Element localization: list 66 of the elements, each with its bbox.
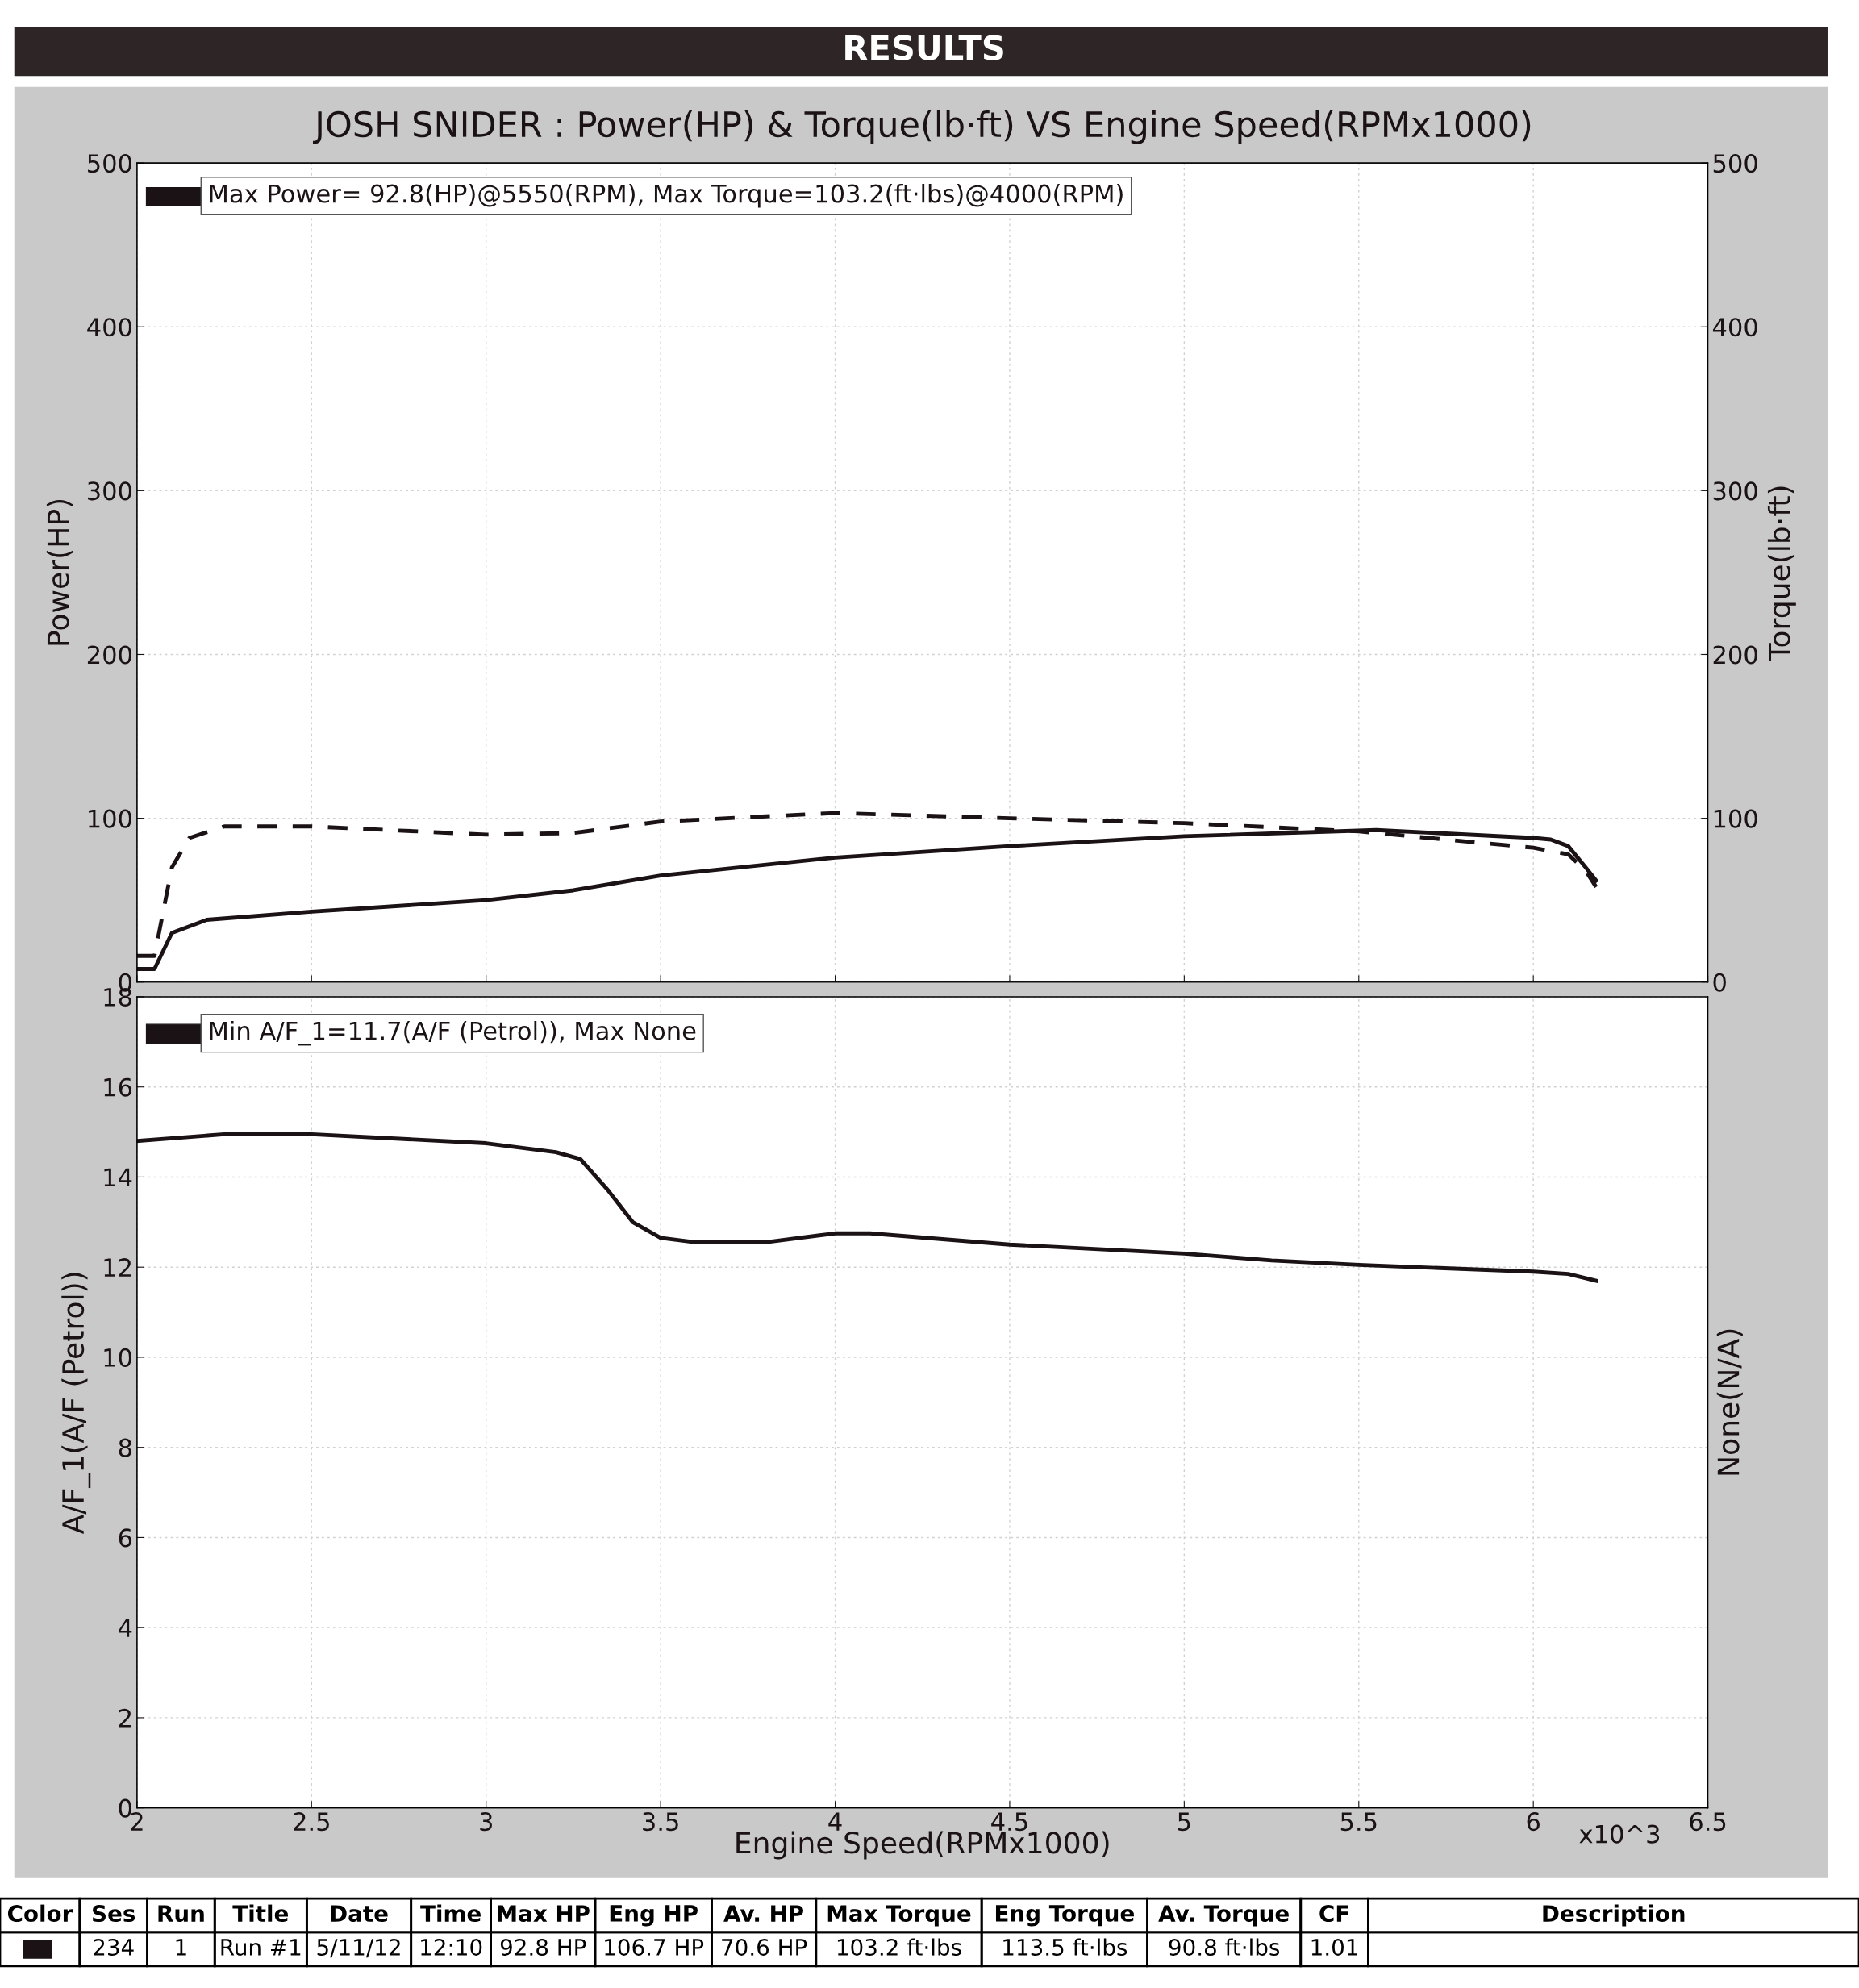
y-axis-title: Power(HP) xyxy=(46,499,73,645)
text: Date xyxy=(331,1905,388,1923)
text: Av. Torque xyxy=(1158,1905,1289,1927)
text: Av. HP xyxy=(723,1905,804,1922)
y-tick-label: 300 xyxy=(88,481,131,501)
x-tick-label: 6.5 xyxy=(1690,1812,1726,1832)
y2-axis-title: Torque(lb·ft) xyxy=(1767,486,1796,661)
text: 1.01 xyxy=(1311,1938,1357,1956)
x-tick-label: 5.5 xyxy=(1340,1812,1377,1832)
y-axis-title: A/F_1(A/F (Petrol)) xyxy=(61,1273,91,1535)
y-tick-label: 4 xyxy=(119,1619,132,1637)
y-tick-label: 100 xyxy=(89,809,131,828)
text: 92.8 HP xyxy=(500,1938,586,1956)
y-tick-label: 16 xyxy=(104,1077,132,1097)
text: Max Torque xyxy=(827,1905,971,1927)
y2-tick-label: 400 xyxy=(1712,318,1757,337)
text: Run #1 xyxy=(221,1939,301,1956)
text: 234 xyxy=(94,1938,134,1956)
text: 70.6 HP xyxy=(722,1938,807,1956)
text: 5/11/12 xyxy=(317,1938,400,1958)
y-tick-label: 8 xyxy=(119,1438,131,1457)
y-tick-label: 14 xyxy=(104,1168,132,1187)
x-axis-title: Engine Speed(RPMx1000) xyxy=(736,1831,1109,1860)
y2-tick-label: 100 xyxy=(1714,809,1757,828)
text: Max HP xyxy=(498,1905,590,1923)
text: 106.7 HP xyxy=(605,1938,704,1956)
y-tick-label: 500 xyxy=(88,154,131,173)
y-tick-label: 200 xyxy=(87,645,131,665)
text: Ses xyxy=(93,1905,135,1923)
x-tick-label: 6 xyxy=(1527,1812,1540,1832)
text: Time xyxy=(420,1904,481,1923)
line-series xyxy=(136,1132,1598,1283)
y-tick-label: 2 xyxy=(119,1708,131,1728)
annotation: Min A/F_1=11.7(A/F (Petrol)), Max None xyxy=(210,1021,696,1046)
text: Color xyxy=(7,1904,73,1923)
x-tick-label: 4 xyxy=(828,1812,842,1831)
y-tick-label: 0 xyxy=(119,1798,131,1818)
y2-tick-label: 300 xyxy=(1713,481,1757,501)
y2-tick-label: 500 xyxy=(1713,154,1757,173)
y2-axis-title: None(N/A) xyxy=(1716,1329,1743,1475)
text: Run xyxy=(158,1905,204,1923)
y2-tick-label: 0 xyxy=(1713,973,1726,992)
x-tick-label: 5 xyxy=(1178,1812,1190,1832)
x-tick-label: 4.5 xyxy=(991,1812,1027,1832)
annotation: Max Power= 92.8(HP)@5550(RPM), Max Torque=103.2(ft·lbs)@4000(RPM) xyxy=(210,183,1123,208)
text: Eng Torque xyxy=(995,1905,1134,1927)
text: RESULTS xyxy=(845,35,1003,60)
text: 1 xyxy=(176,1939,186,1956)
y2-tick-label: 200 xyxy=(1713,645,1757,665)
y-tick-label: 10 xyxy=(104,1348,131,1367)
text: Title xyxy=(232,1904,289,1923)
text: CF xyxy=(1319,1905,1348,1923)
text: Description xyxy=(1543,1904,1685,1927)
y-tick-label: 6 xyxy=(119,1528,132,1548)
y-tick-label: 400 xyxy=(87,318,131,337)
text: 12:10 xyxy=(421,1938,482,1956)
text: Eng HP xyxy=(610,1905,698,1927)
x-tick-label: 3.5 xyxy=(643,1812,678,1832)
text: 90.8 ft·lbs xyxy=(1169,1938,1280,1956)
x-tick-label: 2.5 xyxy=(294,1812,329,1832)
chart-title: JOSH SNIDER : Power(HP) & Torque(lb·ft) VS Engine Speed(RPMx1000) xyxy=(313,110,1531,144)
text: 113.5 ft·lbs xyxy=(1003,1938,1127,1956)
text: 103.2 ft·lbs xyxy=(837,1938,961,1956)
text: x10^3 xyxy=(1579,1824,1660,1844)
y-tick-label: 12 xyxy=(104,1258,131,1277)
x-tick-label: 3 xyxy=(480,1812,492,1832)
